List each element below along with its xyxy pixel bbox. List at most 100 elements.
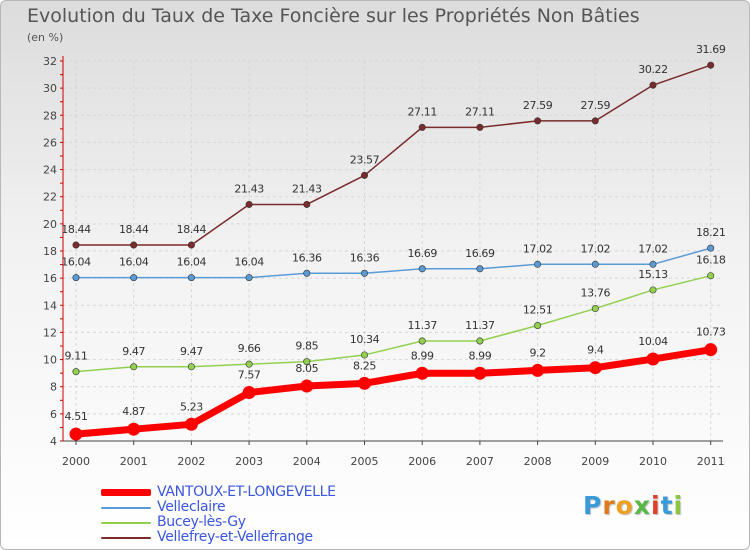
data-label: 16.04 bbox=[61, 256, 91, 269]
data-label: 18.44 bbox=[61, 223, 91, 236]
data-label: 18.21 bbox=[696, 226, 726, 239]
data-label: 16.69 bbox=[465, 247, 495, 260]
data-point bbox=[127, 422, 141, 436]
data-point bbox=[303, 200, 311, 208]
data-label: 8.25 bbox=[353, 359, 376, 372]
data-label: 27.11 bbox=[407, 105, 437, 118]
data-label: 15.13 bbox=[638, 268, 668, 281]
y-tick-label: 14 bbox=[43, 299, 57, 312]
data-label: 21.43 bbox=[292, 182, 322, 195]
data-label: 4.51 bbox=[65, 410, 88, 423]
data-point bbox=[418, 265, 426, 273]
data-label: 10.73 bbox=[696, 326, 726, 339]
data-point bbox=[303, 269, 311, 277]
logo-letter: P bbox=[583, 491, 603, 520]
y-tick-label: 22 bbox=[43, 191, 57, 204]
data-point bbox=[187, 274, 195, 282]
data-point bbox=[358, 376, 371, 390]
data-point bbox=[591, 117, 599, 125]
x-tick-label: 2005 bbox=[351, 455, 379, 468]
data-labels: 18.44 18.44 18.44 21.43 21.43 23.57 27.11 27.11… bbox=[61, 43, 726, 423]
data-label: 16.36 bbox=[292, 251, 322, 264]
x-tick-label: 2000 bbox=[62, 455, 90, 468]
data-label: 31.69 bbox=[696, 43, 726, 56]
data-label: 16.04 bbox=[234, 256, 264, 269]
y-tick-label: 4 bbox=[50, 435, 57, 448]
data-point bbox=[72, 241, 80, 249]
data-point bbox=[300, 379, 314, 393]
logo-letter: i bbox=[651, 491, 661, 520]
legend-swatch bbox=[101, 521, 151, 524]
data-label: 27.59 bbox=[523, 99, 553, 112]
legend-label: VANTOUX-ET-LONGEVELLE bbox=[157, 484, 336, 500]
data-point bbox=[588, 361, 602, 375]
data-point bbox=[245, 274, 253, 282]
y-tick-label: 10 bbox=[43, 354, 57, 367]
data-label: 18.44 bbox=[177, 223, 207, 236]
data-label: 10.34 bbox=[350, 333, 380, 346]
data-label: 10.04 bbox=[638, 335, 668, 348]
chart-title: Evolution du Taux de Taxe Foncière sur l… bbox=[27, 5, 640, 27]
data-label: 16.04 bbox=[119, 256, 149, 269]
y-tick-label: 20 bbox=[43, 218, 57, 231]
data-point bbox=[418, 123, 426, 131]
logo-letter: i bbox=[673, 491, 684, 520]
y-tick-label: 32 bbox=[43, 55, 57, 68]
grid bbox=[63, 60, 723, 442]
x-tick-label: 2004 bbox=[293, 455, 321, 468]
series-line-2 bbox=[75, 274, 712, 373]
data-point bbox=[242, 386, 256, 400]
legend-swatch bbox=[101, 489, 151, 496]
y-tick-label: 16 bbox=[43, 272, 57, 285]
data-point bbox=[476, 265, 484, 273]
data-label: 9.66 bbox=[238, 342, 261, 355]
data-label: 11.37 bbox=[465, 319, 495, 332]
series-line-3 bbox=[75, 64, 712, 246]
data-point bbox=[130, 274, 138, 282]
y-tick-label: 24 bbox=[43, 164, 57, 177]
data-label: 16.36 bbox=[350, 251, 380, 264]
data-label: 9.85 bbox=[295, 340, 318, 353]
y-tick-label: 12 bbox=[43, 326, 57, 339]
data-label: 8.05 bbox=[295, 362, 318, 375]
data-label: 5.23 bbox=[180, 400, 203, 413]
x-tick-label: 2006 bbox=[408, 455, 436, 468]
data-label: 27.59 bbox=[581, 99, 611, 112]
data-label: 9.11 bbox=[65, 350, 88, 363]
axes: 4 6 8 10 12 14 16 18 20 22 24 26 28 30 32 2000 2001 2002 2… bbox=[43, 55, 725, 468]
data-label: 16.69 bbox=[407, 247, 437, 260]
legend-item-vellefrey: Vellefrey-et-Vellefrange bbox=[101, 530, 336, 545]
data-label: 9.2 bbox=[529, 346, 545, 359]
y-tick-label: 18 bbox=[43, 245, 57, 258]
data-point bbox=[476, 337, 484, 345]
data-label: 18.44 bbox=[119, 223, 149, 236]
data-label: 17.02 bbox=[581, 242, 611, 255]
data-point bbox=[591, 305, 599, 313]
data-point bbox=[360, 269, 368, 277]
logo-letter: r bbox=[602, 491, 616, 520]
x-tick-label: 2010 bbox=[639, 455, 667, 468]
data-point bbox=[704, 343, 718, 357]
data-point bbox=[531, 363, 545, 377]
data-point bbox=[69, 427, 83, 441]
data-point bbox=[649, 286, 657, 294]
data-point bbox=[360, 351, 368, 359]
data-label: 4.87 bbox=[122, 405, 145, 418]
data-point bbox=[591, 260, 599, 268]
series-line-0 bbox=[72, 346, 715, 438]
data-label: 8.99 bbox=[411, 349, 434, 362]
data-point bbox=[72, 368, 80, 376]
data-label: 12.51 bbox=[523, 304, 553, 317]
y-tick-label: 28 bbox=[43, 109, 57, 122]
data-point bbox=[418, 337, 426, 345]
x-tick-label: 2011 bbox=[697, 455, 725, 468]
data-label: 30.22 bbox=[638, 63, 668, 76]
y-tick-label: 30 bbox=[43, 82, 57, 95]
data-point bbox=[245, 360, 253, 368]
legend-swatch bbox=[101, 506, 151, 509]
data-point bbox=[184, 417, 198, 431]
y-tick-label: 26 bbox=[43, 136, 57, 149]
data-point bbox=[707, 272, 715, 280]
